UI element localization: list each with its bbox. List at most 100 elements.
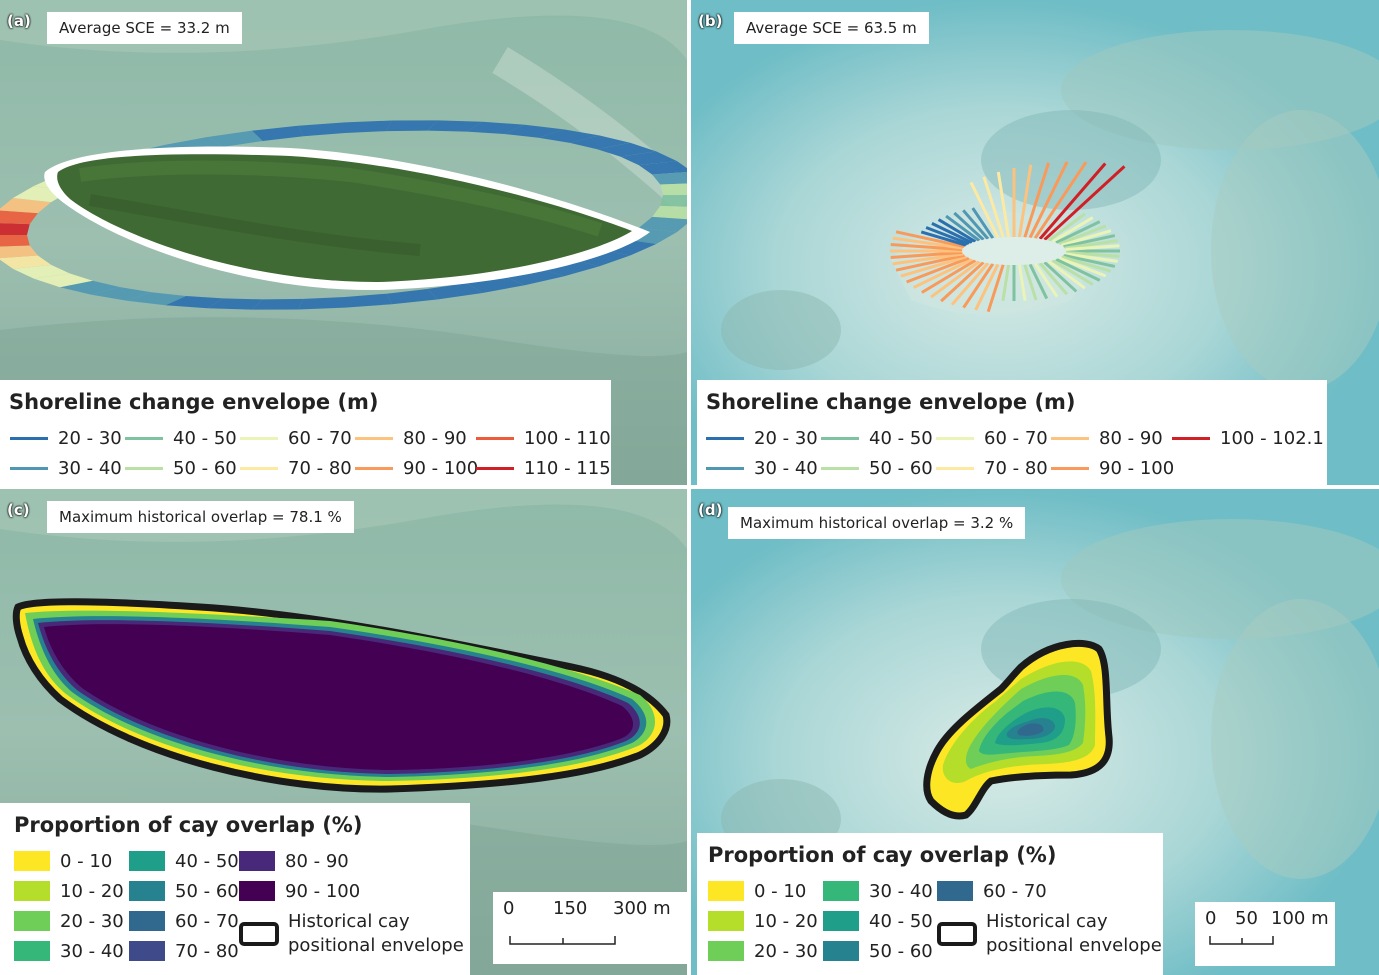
legend-line <box>355 436 393 440</box>
scale-bar-line <box>509 936 616 945</box>
transect-line <box>1047 212 1086 242</box>
legend-item: 70 - 80 <box>936 455 1048 481</box>
legend-line <box>936 466 974 470</box>
legend-item: 40 - 50 <box>823 908 933 934</box>
transect-line <box>1051 259 1094 286</box>
transect-line <box>962 209 990 240</box>
legend-item: 40 - 50 <box>125 425 237 451</box>
satellite-map-d <box>691 489 1379 975</box>
panel-d: (d) Maximum historical overlap = 3.2 % P… <box>691 489 1379 975</box>
legend-line <box>125 466 163 470</box>
transect-line <box>1058 224 1107 246</box>
legend-swatch <box>14 941 50 961</box>
legend-item: 0 - 10 <box>708 878 806 904</box>
transect-line <box>1051 216 1094 243</box>
legend-title-c: Proportion of cay overlap (%) <box>14 813 363 837</box>
legend-item: 30 - 40 <box>823 878 933 904</box>
transect-line <box>1064 252 1118 263</box>
transect-line <box>1038 262 1069 296</box>
legend-swatch <box>14 851 50 871</box>
transect-line <box>890 243 963 252</box>
transect-segment <box>165 296 224 309</box>
transect-line <box>1017 264 1027 301</box>
legend-swatch <box>708 911 744 931</box>
legend-item: 80 - 90 <box>355 425 467 451</box>
panel-c: (c) Maximum historical overlap = 78.1 % … <box>0 489 687 975</box>
scale-bar-c: 0 150 300 m <box>493 892 687 964</box>
transect-line <box>890 250 963 259</box>
transect-line <box>913 257 973 289</box>
transect-segment <box>466 121 525 134</box>
transect-line <box>895 253 965 272</box>
legend-swatch <box>708 941 744 961</box>
cay-sand <box>962 237 1066 265</box>
transect-line <box>982 176 1005 238</box>
legend-line <box>821 436 859 440</box>
transect-line <box>1061 255 1112 273</box>
legend-item: 20 - 30 <box>706 425 818 451</box>
legend-item: 50 - 60 <box>129 878 239 904</box>
legend-item: 50 - 60 <box>823 938 933 964</box>
transect-segment <box>0 255 52 269</box>
transect-segment <box>345 293 392 308</box>
legend-item: 80 - 90 <box>239 848 349 874</box>
transect-line <box>1028 161 1069 239</box>
stat-box-b: Average SCE = 63.5 m <box>734 12 929 44</box>
envelope-label: Historical cay positional envelope <box>986 911 1162 956</box>
scale-tick-label: 300 m <box>613 898 671 919</box>
panel-b: (b) Average SCE = 63.5 m Shoreline chang… <box>691 0 1379 485</box>
legend-line <box>706 436 744 440</box>
legend-item: 90 - 100 <box>355 455 478 481</box>
transect-segment <box>90 287 152 301</box>
transect-line <box>921 259 977 294</box>
legend-item: 60 - 70 <box>129 908 239 934</box>
island-vegetation <box>57 154 632 283</box>
legend-swatch <box>823 941 859 961</box>
legend-line <box>10 466 48 470</box>
transect-segment <box>33 273 93 288</box>
legend-swatch <box>129 881 165 901</box>
transect-line <box>1043 261 1078 293</box>
legend-item-envelope: Historical cay positional envelope <box>239 908 464 960</box>
transect-segment <box>660 183 687 195</box>
transect-line <box>1043 165 1126 241</box>
stat-box-d: Maximum historical overlap = 3.2 % <box>728 507 1026 539</box>
legend-line <box>1051 466 1089 470</box>
legend-swatch <box>14 911 50 931</box>
transect-segment <box>0 198 52 214</box>
transect-segment <box>207 130 263 147</box>
legend-item: 70 - 80 <box>240 455 352 481</box>
transect-segment <box>538 129 600 143</box>
legend-item: 20 - 30 <box>14 908 124 934</box>
transect-line <box>1023 162 1051 238</box>
transect-segment <box>0 210 38 225</box>
legend-line <box>821 466 859 470</box>
legend-swatch <box>129 911 165 931</box>
transect-segment <box>569 135 631 150</box>
transect-line <box>940 261 985 303</box>
legend-item: 50 - 60 <box>125 455 237 481</box>
transect-line <box>900 255 967 278</box>
transect-segment <box>638 216 687 232</box>
legend-swatch <box>239 851 275 871</box>
transect-line <box>950 262 990 306</box>
envelope-label: Historical cay positional envelope <box>288 911 464 956</box>
legend-title-a: Shoreline change envelope (m) <box>9 390 379 414</box>
legend-swatch <box>14 881 50 901</box>
transect-segment <box>427 283 483 300</box>
transect-line <box>1038 162 1107 240</box>
transect-line <box>892 252 964 266</box>
transect-segment <box>620 151 677 166</box>
transect-line <box>930 260 981 299</box>
transect-line <box>971 207 995 240</box>
transect-segment <box>251 125 304 141</box>
legend-d: Proportion of cay overlap (%) 0 - 10 10 … <box>697 833 1163 975</box>
transect-line <box>1063 253 1116 268</box>
legend-swatch <box>129 941 165 961</box>
legend-title-d: Proportion of cay overlap (%) <box>708 843 1057 867</box>
legend-a: Shoreline change envelope (m) 20 - 30 30… <box>0 380 611 485</box>
transect-segment <box>298 122 345 137</box>
transect-line <box>1064 239 1118 250</box>
transect-segment <box>652 205 687 220</box>
legend-item: 60 - 70 <box>936 425 1048 451</box>
